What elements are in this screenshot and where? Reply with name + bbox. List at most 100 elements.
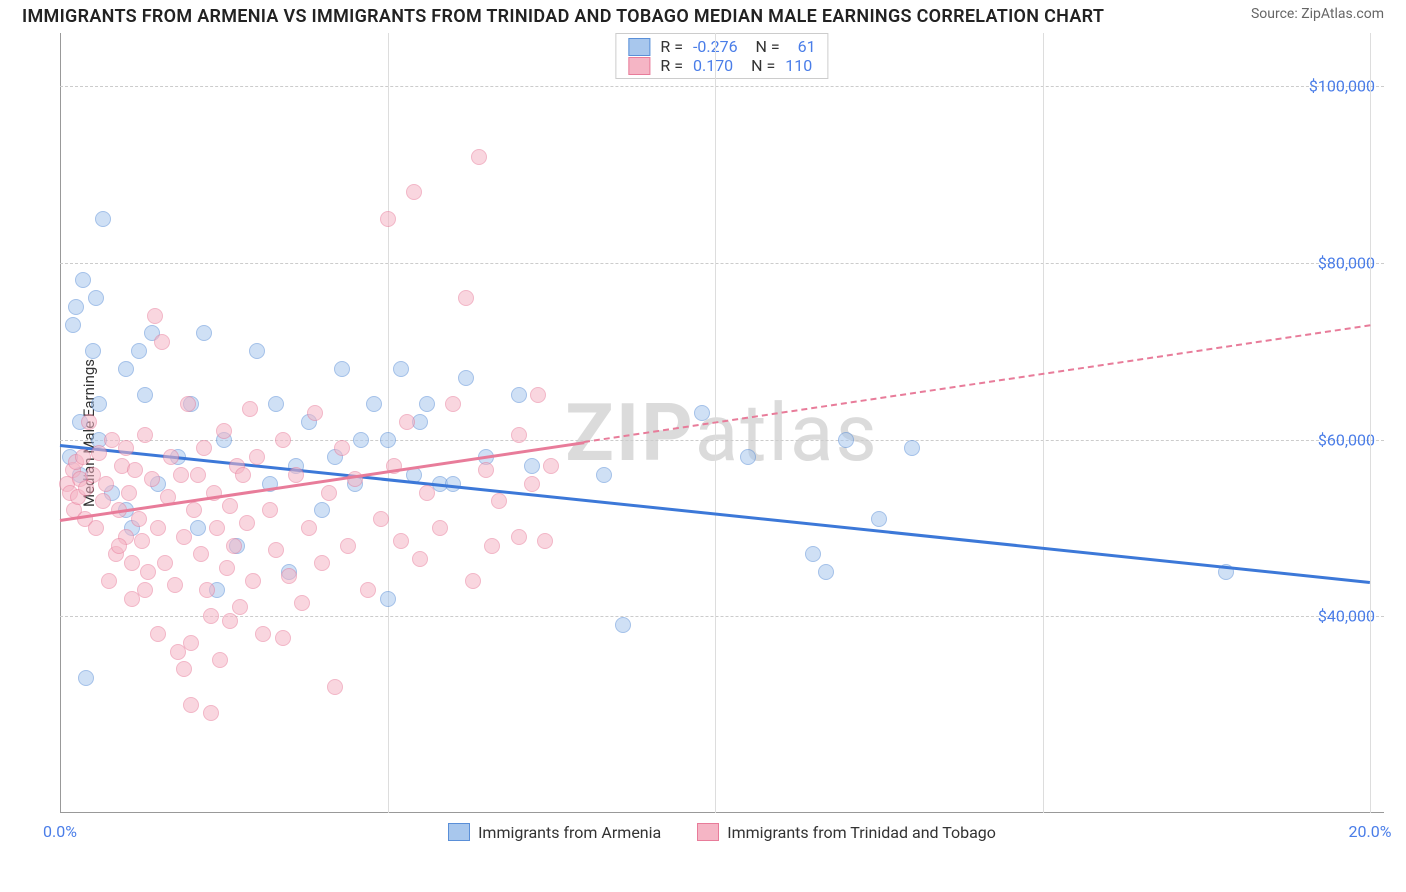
data-point [458, 370, 474, 386]
data-point [380, 591, 396, 607]
data-point [380, 211, 396, 227]
data-point [412, 551, 428, 567]
legend-r-value: 0.170 [693, 56, 733, 75]
legend-swatch [448, 823, 470, 841]
data-point [393, 361, 409, 377]
data-point [68, 299, 84, 315]
data-point [524, 458, 540, 474]
watermark: ZIPatlas [565, 386, 878, 480]
legend-label: Immigrants from Trinidad and Tobago [727, 823, 996, 842]
legend-n-label: N = [743, 56, 775, 75]
data-point [288, 467, 304, 483]
data-point [838, 432, 854, 448]
data-point [471, 149, 487, 165]
data-point [85, 343, 101, 359]
legend-row: R = 0.170 N = 110 [628, 56, 815, 75]
plot-region: ZIPatlas R = -0.276 N = 61R = 0.170 N = … [60, 33, 1384, 833]
data-point [154, 334, 170, 350]
data-point [511, 387, 527, 403]
data-point [124, 555, 140, 571]
data-point [262, 502, 278, 518]
data-point [95, 211, 111, 227]
data-point [144, 471, 160, 487]
data-point [314, 502, 330, 518]
data-point [127, 462, 143, 478]
data-point [255, 626, 271, 642]
data-point [209, 520, 225, 536]
data-point [360, 582, 376, 598]
data-point [137, 387, 153, 403]
data-point [380, 432, 396, 448]
data-point [484, 538, 500, 554]
data-point [216, 423, 232, 439]
data-point [314, 555, 330, 571]
data-point [268, 542, 284, 558]
data-point [406, 184, 422, 200]
data-point [235, 467, 251, 483]
data-point [373, 511, 389, 527]
data-point [419, 396, 435, 412]
data-point [203, 705, 219, 721]
data-point [140, 564, 156, 580]
data-point [176, 529, 192, 545]
correlation-legend: R = -0.276 N = 61R = 0.170 N = 110 [615, 33, 828, 79]
data-point [203, 608, 219, 624]
data-point [196, 440, 212, 456]
data-point [281, 568, 297, 584]
data-point [134, 533, 150, 549]
data-point [511, 427, 527, 443]
gridline [60, 616, 1384, 617]
data-point [805, 546, 821, 562]
data-point [511, 529, 527, 545]
data-point [118, 440, 134, 456]
data-point [294, 595, 310, 611]
legend-n-label: N = [748, 37, 780, 56]
data-point [222, 613, 238, 629]
gridline [60, 440, 1384, 441]
data-point [321, 485, 337, 501]
legend-item: Immigrants from Armenia [448, 823, 661, 842]
legend-swatch [628, 38, 650, 56]
data-point [88, 290, 104, 306]
data-point [268, 396, 284, 412]
data-point [121, 485, 137, 501]
data-point [694, 405, 710, 421]
gridline [60, 86, 1384, 87]
legend-n-value: 110 [785, 56, 812, 75]
chart-area: Median Male Earnings ZIPatlas R = -0.276… [60, 33, 1384, 833]
data-point [180, 396, 196, 412]
vgridline [1370, 33, 1371, 813]
data-point [334, 440, 350, 456]
data-point [419, 485, 435, 501]
legend-row: R = -0.276 N = 61 [628, 37, 815, 56]
data-point [445, 396, 461, 412]
data-point [353, 432, 369, 448]
data-point [904, 440, 920, 456]
legend-swatch [697, 823, 719, 841]
vgridline [1043, 33, 1044, 813]
data-point [190, 467, 206, 483]
data-point [393, 533, 409, 549]
data-point [150, 520, 166, 536]
data-point [818, 564, 834, 580]
data-point [458, 290, 474, 306]
data-point [301, 520, 317, 536]
data-point [183, 697, 199, 713]
data-point [245, 573, 261, 589]
data-point [65, 317, 81, 333]
series-legend: Immigrants from Armenia Immigrants from T… [60, 823, 1384, 846]
data-point [147, 308, 163, 324]
data-point [465, 573, 481, 589]
data-point [543, 458, 559, 474]
data-point [111, 538, 127, 554]
chart-title: IMMIGRANTS FROM ARMENIA VS IMMIGRANTS FR… [22, 6, 1104, 27]
data-point [242, 401, 258, 417]
legend-label: Immigrants from Armenia [478, 823, 661, 842]
data-point [222, 498, 238, 514]
data-point [196, 325, 212, 341]
data-point [212, 652, 228, 668]
data-point [95, 493, 111, 509]
data-point [137, 582, 153, 598]
data-point [491, 493, 507, 509]
data-point [432, 520, 448, 536]
